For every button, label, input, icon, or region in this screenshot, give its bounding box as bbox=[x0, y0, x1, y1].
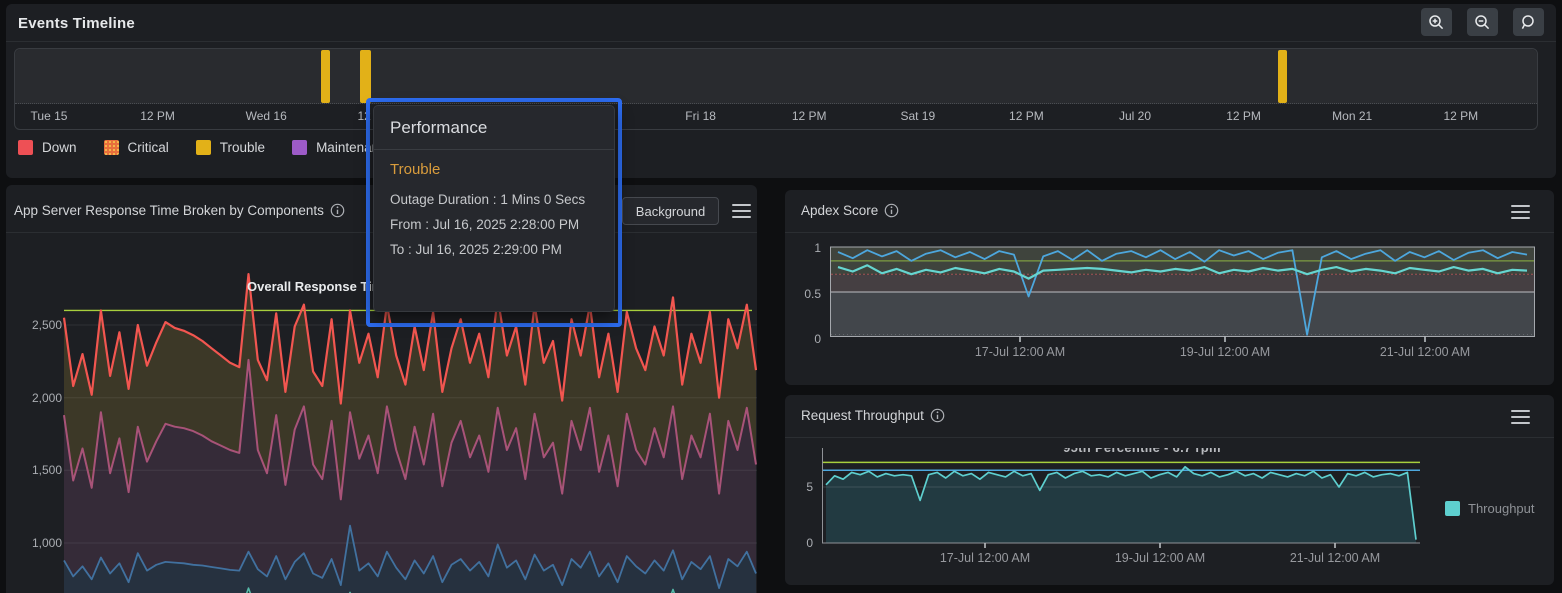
timeline-axis-label: Tue 15 bbox=[30, 109, 68, 123]
throughput-plot-area[interactable]: 95th Percentile - 6.7 rpm bbox=[822, 448, 1420, 548]
tooltip-outage-duration: Outage Duration : 1 Mins 0 Secs bbox=[390, 192, 586, 207]
throughput-title: Request Throughput bbox=[801, 408, 945, 423]
timeline-axis-label: Wed 16 bbox=[245, 109, 287, 123]
divider bbox=[785, 437, 1554, 438]
response-time-chart[interactable] bbox=[6, 240, 757, 593]
zoom-out-icon bbox=[1475, 14, 1490, 29]
y-axis-tick: 2,500 bbox=[31, 318, 62, 332]
tooltip-title: Performance bbox=[374, 106, 614, 150]
response-time-panel: App Server Response Time Broken by Compo… bbox=[6, 185, 757, 593]
event-tooltip: Performance Trouble Outage Duration : 1 … bbox=[366, 98, 622, 327]
timeline-axis-label: 12 PM bbox=[1226, 109, 1261, 123]
x-axis-tick: 19-Jul 12:00 AM bbox=[1114, 551, 1206, 565]
timeline-axis-label: Mon 21 bbox=[1332, 109, 1373, 123]
timeline-axis-label: 12 PM bbox=[791, 109, 827, 123]
legend-label: Trouble bbox=[219, 140, 266, 155]
response-time-title-text: App Server Response Time Broken by Compo… bbox=[14, 203, 324, 218]
divider bbox=[785, 232, 1554, 233]
event-tooltip-body: Performance Trouble Outage Duration : 1 … bbox=[373, 105, 615, 312]
throughput-chart bbox=[822, 448, 1420, 548]
legend-label: Critical bbox=[127, 140, 169, 155]
x-axis-tick: 21-Jul 12:00 AM bbox=[1379, 345, 1471, 359]
throughput-panel: Request Throughput 5 0 95th Percentile -… bbox=[785, 395, 1554, 585]
chart-menu-icon[interactable] bbox=[1511, 410, 1530, 424]
y-axis-tick: 1 bbox=[814, 241, 821, 255]
throughput-legend-label: Throughput bbox=[1468, 501, 1535, 516]
reset-zoom-icon bbox=[1521, 14, 1534, 29]
apdex-title-text: Apdex Score bbox=[801, 203, 879, 218]
y-axis-tick: 1,000 bbox=[31, 536, 62, 550]
timeline-axis-label: Jul 20 bbox=[1118, 109, 1152, 123]
apdex-panel: Apdex Score 1 0.5 0 17-Jul 12:00 AM 19-J… bbox=[785, 190, 1554, 385]
reset-zoom-button[interactable] bbox=[1513, 8, 1544, 36]
apdex-chart[interactable] bbox=[830, 246, 1535, 344]
tooltip-from: From : Jul 16, 2025 2:28:00 PM bbox=[390, 217, 580, 232]
info-icon[interactable] bbox=[330, 203, 345, 218]
timeline-event-bar-trouble[interactable] bbox=[321, 50, 330, 103]
chart-menu-icon[interactable] bbox=[1511, 205, 1530, 219]
x-axis-tick: 19-Jul 12:00 AM bbox=[1179, 345, 1271, 359]
background-toggle-button[interactable]: Background bbox=[622, 197, 719, 225]
legend-label: Down bbox=[42, 140, 77, 155]
y-axis-tick: 1,500 bbox=[31, 463, 62, 477]
y-axis-tick: 5 bbox=[806, 480, 813, 494]
chart-menu-icon[interactable] bbox=[732, 204, 751, 218]
timeline-event-bar-trouble[interactable] bbox=[1278, 50, 1287, 103]
legend-item-critical[interactable]: Critical bbox=[103, 140, 169, 155]
timeline-legend: Down Critical Trouble Maintenance bbox=[18, 140, 393, 155]
x-axis-tick: 21-Jul 12:00 AM bbox=[1289, 551, 1381, 565]
zoom-in-button[interactable] bbox=[1421, 8, 1452, 36]
y-axis-tick: 0 bbox=[806, 536, 813, 550]
y-axis-tick: 2,000 bbox=[31, 391, 62, 405]
timeline-axis-label: Fri 18 bbox=[685, 109, 716, 123]
legend-item-down[interactable]: Down bbox=[18, 140, 77, 155]
timeline-axis-label: 12 PM bbox=[140, 109, 175, 123]
events-timeline-header: Events Timeline bbox=[6, 4, 1556, 42]
info-icon[interactable] bbox=[930, 408, 945, 423]
timeline-axis-label: Sat 19 bbox=[900, 109, 936, 123]
x-axis-tick: 17-Jul 12:00 AM bbox=[939, 551, 1031, 565]
y-axis-tick: 0 bbox=[814, 332, 821, 346]
throughput-legend-swatch bbox=[1445, 501, 1460, 516]
zoom-in-icon bbox=[1429, 14, 1444, 29]
x-axis-tick: 17-Jul 12:00 AM bbox=[974, 345, 1066, 359]
info-icon[interactable] bbox=[884, 203, 899, 218]
tooltip-to: To : Jul 16, 2025 2:29:00 PM bbox=[390, 242, 562, 257]
critical-swatch bbox=[103, 140, 119, 155]
throughput-legend-item[interactable]: Throughput bbox=[1445, 501, 1535, 516]
timeline-axis-label: 12 PM bbox=[1443, 109, 1479, 123]
percentile-annotation: 95th Percentile - 6.7 rpm bbox=[922, 448, 1362, 455]
timeline-track[interactable] bbox=[15, 49, 1537, 104]
timeline-event-bar-trouble[interactable] bbox=[360, 50, 371, 103]
events-timeline-title: Events Timeline bbox=[18, 15, 135, 32]
tooltip-status: Trouble bbox=[390, 161, 441, 178]
apdex-title: Apdex Score bbox=[801, 203, 899, 218]
y-axis-tick: 0.5 bbox=[804, 287, 821, 301]
throughput-title-text: Request Throughput bbox=[801, 408, 924, 423]
response-time-title: App Server Response Time Broken by Compo… bbox=[14, 203, 345, 218]
zoom-out-button[interactable] bbox=[1467, 8, 1498, 36]
legend-item-trouble[interactable]: Trouble bbox=[195, 140, 266, 155]
down-swatch bbox=[18, 140, 33, 155]
series-annotation-label: Overall Response Time bbox=[247, 279, 391, 294]
trouble-swatch bbox=[195, 140, 211, 155]
timeline-axis-label: 12 PM bbox=[1009, 109, 1044, 123]
maintenance-swatch bbox=[292, 140, 308, 155]
